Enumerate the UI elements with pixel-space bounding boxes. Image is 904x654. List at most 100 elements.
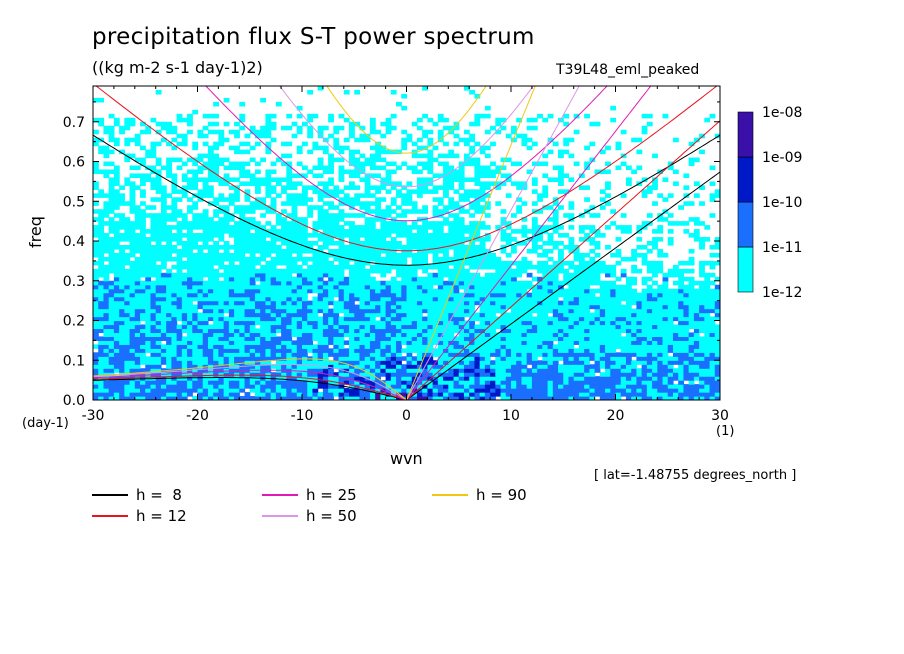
heat-cell [244, 356, 251, 361]
heat-cell [98, 368, 105, 373]
heat-cell [662, 332, 669, 337]
heat-cell [505, 225, 512, 230]
heat-cell [474, 364, 481, 369]
heat-cell [134, 304, 141, 310]
heat-cell [364, 316, 371, 322]
heat-cell [688, 384, 695, 389]
heat-cell [437, 233, 444, 238]
heat-cell [239, 360, 246, 365]
heat-cell [672, 221, 679, 226]
heat-cell [171, 312, 178, 318]
heat-cell [202, 272, 209, 278]
heat-cell [207, 376, 214, 381]
heat-cell [254, 316, 261, 322]
heat-cell [416, 376, 423, 381]
heat-cell [589, 376, 596, 381]
heat-cell [521, 360, 528, 365]
heat-cell [411, 288, 418, 294]
heat-cell [369, 248, 376, 254]
heat-cell [484, 320, 491, 326]
heat-cell [479, 340, 486, 345]
heat-cell [505, 328, 512, 334]
heat-cell [202, 356, 209, 361]
heat-cell [500, 324, 507, 330]
heat-cell [249, 201, 256, 206]
heat-cell [296, 380, 303, 385]
heat-cell [714, 368, 720, 373]
heat-cell [427, 244, 434, 250]
heat-cell [317, 217, 324, 222]
heat-cell [709, 260, 716, 266]
heat-cell [427, 308, 434, 314]
heat-cell [552, 372, 559, 377]
heat-cell [558, 388, 564, 393]
heat-cell [385, 248, 392, 254]
heat-cell [234, 372, 240, 377]
heat-cell [505, 264, 512, 270]
heat-cell [578, 213, 585, 218]
heat-cell [176, 221, 183, 226]
heat-cell [192, 268, 199, 274]
heat-cell [354, 237, 361, 242]
heat-cell [537, 388, 543, 393]
heat-cell [610, 356, 617, 361]
heat-cell [281, 276, 287, 282]
heat-cell [291, 332, 298, 337]
heat-cell [537, 252, 543, 258]
heat-cell [192, 252, 199, 258]
heat-cell [620, 225, 627, 230]
heat-cell [411, 344, 418, 349]
heat-cell [244, 352, 251, 357]
heat-cell [704, 344, 711, 349]
heat-cell [693, 221, 700, 226]
heat-cell [479, 288, 486, 294]
heat-cell [197, 296, 204, 302]
heat-cell [411, 308, 418, 314]
heat-cell [286, 364, 293, 369]
heat-cell [134, 300, 141, 306]
heat-cell [155, 213, 162, 218]
heat-cell [249, 264, 256, 270]
heat-cell [113, 213, 120, 218]
heat-cell [610, 392, 617, 397]
heat-cell [166, 300, 172, 306]
heat-cell [113, 368, 120, 373]
heat-cell [364, 221, 371, 226]
heat-cell [500, 368, 507, 373]
heat-cell [296, 217, 303, 222]
heat-cell [469, 332, 476, 337]
heat-cell [714, 364, 720, 369]
heat-cell [291, 344, 298, 349]
heat-cell [625, 372, 632, 377]
heat-cell [505, 272, 512, 278]
heat-cell [187, 300, 193, 306]
heat-cell [187, 205, 193, 210]
heat-cell [322, 252, 329, 258]
heat-cell [699, 376, 705, 381]
heat-cell [249, 372, 256, 377]
heat-cell [401, 256, 408, 262]
heat-cell [704, 392, 711, 397]
heat-cell [699, 304, 705, 310]
heat-cell [709, 292, 716, 298]
heat-cell [558, 356, 564, 361]
heat-cell [338, 356, 345, 361]
heat-cell [129, 304, 136, 310]
heat-cell [490, 280, 496, 286]
heat-cell [709, 384, 716, 389]
heat-cell [234, 388, 240, 393]
heat-cell [254, 296, 261, 302]
heat-cell [113, 304, 120, 310]
heat-cell [411, 348, 418, 353]
heat-cell [542, 356, 549, 361]
heat-cell [427, 264, 434, 270]
heat-cell [322, 396, 329, 400]
heat-cell [150, 300, 157, 306]
heat-cell [155, 388, 162, 393]
heat-cell [328, 296, 334, 302]
heat-cell [547, 284, 554, 290]
heat-cell [207, 268, 214, 274]
heat-cell [479, 360, 486, 365]
heat-cell [119, 348, 125, 353]
heat-cell [302, 364, 308, 369]
